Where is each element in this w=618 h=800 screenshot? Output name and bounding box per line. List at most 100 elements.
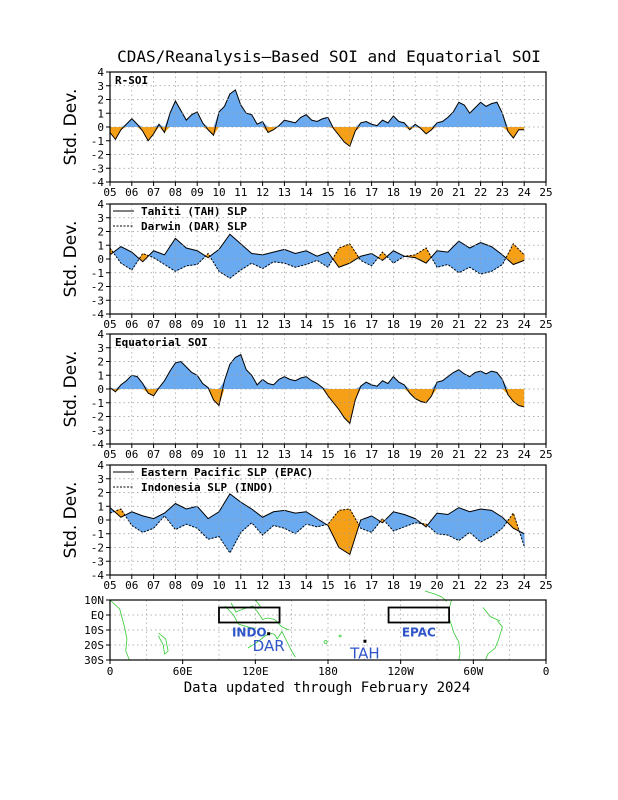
island xyxy=(323,640,328,644)
x-tick-label: 23 xyxy=(496,318,509,331)
y-tick-label: 1 xyxy=(97,107,104,120)
legend-entry: Darwin (DAR) SLP xyxy=(141,220,247,233)
x-tick-label: 05 xyxy=(103,186,116,199)
legend-entry: Indonesia SLP (INDO) xyxy=(141,481,273,494)
x-tick-label: 09 xyxy=(191,579,204,592)
series-line-dashed xyxy=(110,243,525,279)
x-tick-label: 15 xyxy=(321,579,334,592)
x-tick-label: 23 xyxy=(496,579,509,592)
x-tick-label: 06 xyxy=(125,186,138,199)
x-tick-label: 16 xyxy=(343,579,356,592)
x-tick-label: 10 xyxy=(212,318,225,331)
y-tick-label: 3 xyxy=(97,342,104,355)
x-tick-label: 18 xyxy=(387,186,400,199)
x-tick-label: 21 xyxy=(452,579,465,592)
x-tick-label: 13 xyxy=(278,318,291,331)
x-tick-label: 22 xyxy=(474,448,487,461)
x-tick-label: 19 xyxy=(409,448,422,461)
station-label-tah: TAH xyxy=(349,644,380,662)
coastline xyxy=(224,605,256,629)
y-tick-label: 1 xyxy=(97,369,104,382)
x-tick-label: 13 xyxy=(278,186,291,199)
x-tick-label: 06 xyxy=(125,579,138,592)
y-tick-label: 0 xyxy=(97,383,104,396)
x-tick-label: 12 xyxy=(256,186,269,199)
coastline xyxy=(247,630,296,658)
positive-area xyxy=(110,89,525,127)
map-x-tick-label: 180 xyxy=(318,665,338,678)
x-tick-label: 07 xyxy=(147,318,160,331)
map-y-tick-label: EQ xyxy=(91,609,104,622)
x-tick-label: 16 xyxy=(343,318,356,331)
region-box-indo xyxy=(218,606,281,624)
x-tick-label: 20 xyxy=(430,579,443,592)
x-tick-label: 25 xyxy=(539,318,552,331)
x-tick-label: 22 xyxy=(474,318,487,331)
x-tick-label: 13 xyxy=(278,448,291,461)
x-tick-label: 21 xyxy=(452,448,465,461)
x-tick-label: 12 xyxy=(256,579,269,592)
x-tick-label: 05 xyxy=(103,579,116,592)
data-area xyxy=(110,493,525,556)
x-tick-label: 18 xyxy=(387,318,400,331)
x-tick-label: 08 xyxy=(169,448,182,461)
x-tick-label: 24 xyxy=(518,579,532,592)
x-tick-label: 24 xyxy=(518,318,532,331)
coastline xyxy=(424,590,447,602)
x-tick-label: 07 xyxy=(147,186,160,199)
y-tick-label: 0 xyxy=(97,253,104,266)
x-tick-label: 08 xyxy=(169,186,182,199)
data-area xyxy=(110,353,525,425)
x-tick-label: 09 xyxy=(191,186,204,199)
y-tick-label: -1 xyxy=(91,135,104,148)
series-line-solid xyxy=(110,233,525,268)
x-tick-label: 23 xyxy=(496,448,509,461)
y-tick-label: -2 xyxy=(91,149,104,162)
map-x-tick-label: 60W xyxy=(463,665,483,678)
y-tick-label: 4 xyxy=(97,198,104,211)
x-tick-label: 22 xyxy=(474,579,487,592)
x-tick-label: 12 xyxy=(256,448,269,461)
x-tick-label: 10 xyxy=(212,186,225,199)
island xyxy=(338,634,342,638)
y-tick-label: 0 xyxy=(97,514,104,527)
x-tick-label: 24 xyxy=(518,448,532,461)
x-tick-label: 09 xyxy=(191,318,204,331)
y-tick-label: 1 xyxy=(97,239,104,252)
x-tick-label: 11 xyxy=(234,186,247,199)
x-tick-label: 18 xyxy=(387,579,400,592)
panel-label: R-SOI xyxy=(115,74,148,87)
data-area xyxy=(110,89,525,148)
x-tick-label: 17 xyxy=(365,579,378,592)
data-area xyxy=(110,233,525,279)
x-tick-label: 07 xyxy=(147,579,160,592)
footer-note: Data updated through February 2024 xyxy=(184,680,471,696)
y-tick-label: -2 xyxy=(91,281,104,294)
x-tick-label: 17 xyxy=(365,448,378,461)
x-tick-label: 11 xyxy=(234,318,247,331)
x-tick-label: 14 xyxy=(300,579,314,592)
station-marker-tah xyxy=(363,639,367,643)
x-tick-label: 10 xyxy=(212,579,225,592)
x-tick-label: 16 xyxy=(343,448,356,461)
y-tick-label: -3 xyxy=(91,555,104,568)
coastline xyxy=(109,599,130,661)
x-tick-label: 17 xyxy=(365,318,378,331)
x-tick-label: 06 xyxy=(125,448,138,461)
y-tick-label: 4 xyxy=(97,328,104,341)
map-y-tick-label: 10N xyxy=(84,594,104,607)
x-tick-label: 12 xyxy=(256,318,269,331)
y-tick-label: 1 xyxy=(97,500,104,513)
x-tick-label: 23 xyxy=(496,186,509,199)
y-tick-label: -4 xyxy=(91,308,105,321)
x-tick-label: 22 xyxy=(474,186,487,199)
x-tick-label: 08 xyxy=(169,318,182,331)
coastline xyxy=(482,607,501,622)
map-y-tick-label: 20S xyxy=(84,639,104,652)
x-tick-label: 14 xyxy=(300,186,314,199)
y-tick-label: -3 xyxy=(91,294,104,307)
y-tick-label: 3 xyxy=(97,80,104,93)
y-axis-label: Std. Dev. xyxy=(61,221,81,298)
